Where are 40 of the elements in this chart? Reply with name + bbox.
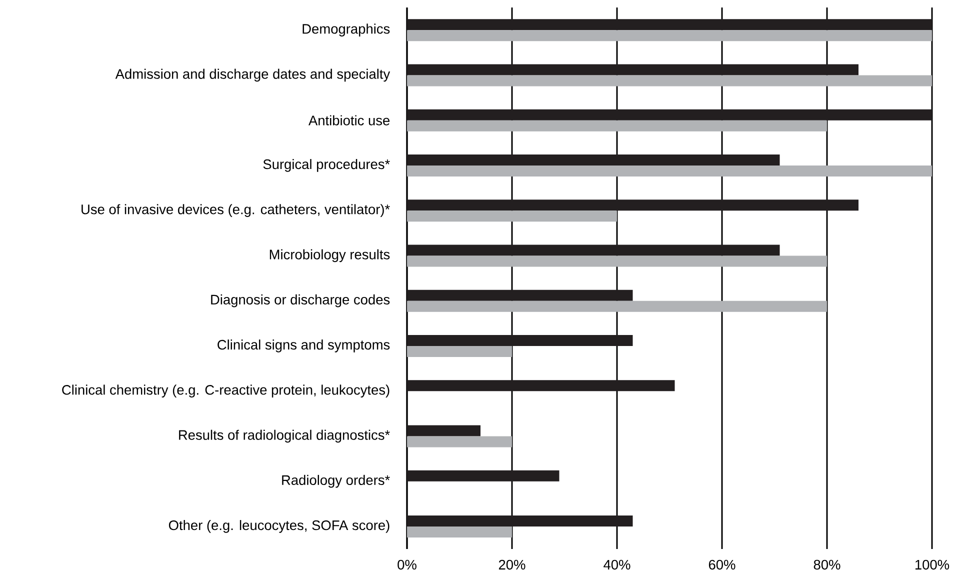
y-tick-label: Clinical signs and symptoms — [218, 340, 390, 352]
bar — [406, 244, 780, 256]
bar — [406, 200, 858, 211]
x-tick-label: 40% — [604, 560, 630, 570]
bar — [406, 334, 633, 346]
bar — [406, 470, 560, 482]
y-tick-label: Demographics — [302, 24, 390, 36]
x-tick-label: 0% — [398, 560, 416, 570]
bar — [406, 165, 932, 176]
y-tick-label: Diagnosis or discharge codes — [211, 294, 390, 308]
bar — [406, 109, 932, 120]
bar — [406, 256, 827, 267]
bar — [406, 300, 827, 312]
bar — [406, 19, 932, 30]
bar — [406, 30, 932, 42]
bar — [406, 154, 780, 166]
x-tick-label: 100% — [915, 560, 950, 570]
x-tick-label: 60% — [708, 560, 736, 570]
bar — [406, 515, 633, 526]
y-tick-label: Results of radiological diagnostics* — [179, 430, 390, 443]
y-tick-label: Radiology orders* — [282, 474, 390, 488]
bar — [406, 210, 617, 222]
x-tick-label: 20% — [498, 560, 526, 570]
y-tick-label: Microbiology results — [270, 249, 390, 262]
y-tick-label: Admission and discharge dates and specialty — [115, 68, 390, 82]
bar — [406, 436, 512, 448]
bar — [406, 380, 675, 392]
bar — [406, 75, 932, 86]
bar — [406, 425, 480, 436]
y-tick-label: Use of invasive devices (e.g. catheters, ventilator)* — [82, 204, 390, 217]
bar — [406, 120, 827, 132]
bar — [406, 64, 858, 76]
y-tick-label: Other (e.g. leucocytes, SOFA score) — [168, 520, 390, 533]
y-tick-label: Antibiotic use — [308, 115, 390, 126]
bar — [406, 526, 512, 538]
y-tick-label: Surgical procedures* — [263, 159, 390, 172]
bar — [406, 346, 512, 357]
x-tick-label: 80% — [814, 560, 840, 570]
bar — [406, 290, 633, 301]
y-tick-label: Clinical chemistry (e.g. C-reactive protein, leukocytes) — [62, 384, 390, 398]
